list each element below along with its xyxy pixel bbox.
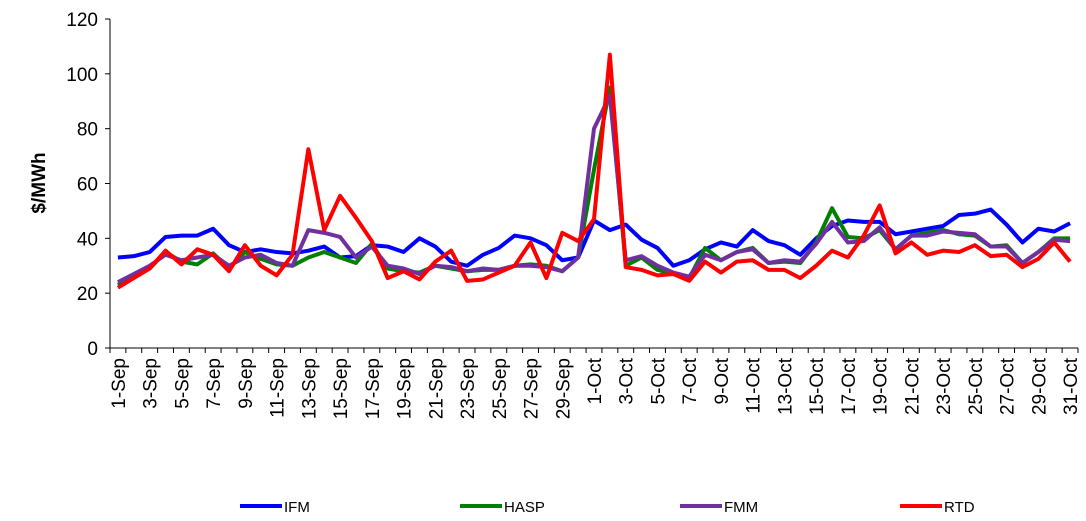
- x-tick-label: 31-Oct: [1061, 357, 1082, 415]
- x-tick-label: 25-Sep: [490, 358, 511, 419]
- y-tick-label: 120: [66, 10, 98, 31]
- x-tick-label: 29-Sep: [553, 358, 574, 419]
- x-tick-label: 5-Sep: [172, 358, 193, 409]
- x-tick-label: 25-Oct: [966, 357, 987, 415]
- y-tick-label: 60: [77, 175, 98, 196]
- x-tick-label: 9-Sep: [236, 358, 257, 409]
- series-line: [116, 52, 1072, 290]
- legend-label: HASP: [504, 499, 545, 516]
- x-tick-label: 27-Oct: [998, 357, 1019, 415]
- x-tick-label: 13-Sep: [299, 358, 320, 419]
- y-tick-label: 100: [66, 65, 98, 86]
- x-tick-label: 19-Sep: [395, 358, 416, 419]
- y-tick-label: 40: [77, 229, 98, 250]
- legend-label: IFM: [284, 499, 310, 516]
- series-line: [117, 93, 1071, 284]
- x-tick-label: 3-Sep: [141, 358, 162, 409]
- x-tick-label: 13-Oct: [775, 357, 796, 415]
- x-tick-label: 3-Oct: [617, 357, 638, 404]
- legend-label: RTD: [944, 499, 975, 516]
- x-tick-label: 21-Sep: [426, 358, 447, 419]
- x-tick-label: 23-Oct: [934, 357, 955, 415]
- x-tick-label: 21-Oct: [902, 357, 923, 415]
- x-tick-label: 7-Oct: [680, 357, 701, 404]
- x-tick-label: 9-Oct: [712, 357, 733, 404]
- x-tick-label: 11-Oct: [744, 357, 765, 413]
- x-tick-label: 1-Oct: [585, 357, 606, 404]
- x-tick-label: 17-Sep: [363, 358, 384, 419]
- y-tick-label: 80: [77, 120, 98, 141]
- x-tick-label: 19-Oct: [871, 357, 892, 415]
- x-tick-label: 1-Sep: [109, 358, 130, 409]
- x-tick-label: 27-Sep: [522, 358, 543, 419]
- y-axis-label: $/MWh: [29, 152, 50, 213]
- legend-label: FMM: [724, 499, 758, 516]
- y-tick-label: 0: [87, 339, 98, 360]
- y-tick-label: 20: [77, 284, 98, 305]
- x-tick-label: 15-Sep: [331, 358, 352, 419]
- x-tick-label: 29-Oct: [1029, 357, 1050, 415]
- x-tick-label: 7-Sep: [204, 358, 225, 409]
- x-tick-label: 11-Sep: [268, 358, 289, 418]
- x-tick-label: 23-Sep: [458, 358, 479, 419]
- x-tick-label: 17-Oct: [839, 357, 860, 415]
- x-tick-label: 15-Oct: [807, 357, 828, 415]
- x-tick-label: 5-Oct: [648, 357, 669, 404]
